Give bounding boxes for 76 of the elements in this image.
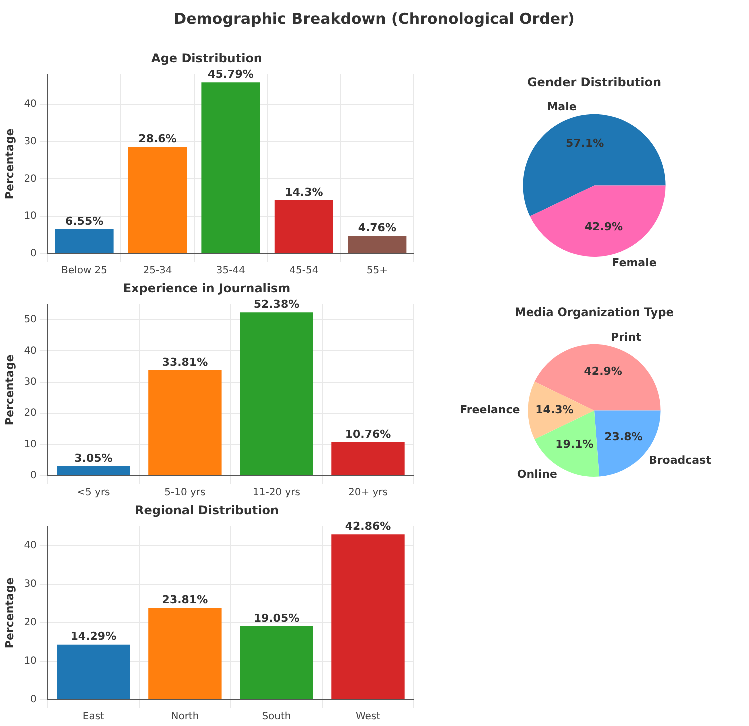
y-axis-title: Percentage: [3, 354, 16, 426]
bar: [148, 370, 222, 476]
data-label: 42.9%: [584, 220, 624, 234]
y-tick-label: 40: [24, 346, 37, 357]
x-tick-label: 20+ yrs: [348, 488, 388, 499]
y-tick-label: 30: [24, 136, 37, 148]
data-label: 10.76%: [345, 428, 392, 441]
x-tick-label: 35-44: [216, 266, 246, 277]
y-tick-label: 30: [24, 578, 37, 590]
bar: [55, 229, 114, 254]
x-tick-label: <5 yrs: [77, 488, 110, 499]
chart-title: Experience in Journalism: [123, 281, 291, 296]
data-label: 14.3%: [536, 404, 574, 417]
slice-label: Print: [611, 331, 642, 344]
x-tick-label: East: [82, 712, 105, 723]
y-tick-label: 0: [30, 694, 37, 706]
y-axis-title: Percentage: [3, 578, 16, 649]
bar: [128, 146, 188, 254]
data-label: 14.3%: [285, 186, 324, 199]
y-tick-label: 40: [24, 98, 37, 110]
bar: [148, 608, 222, 700]
y-tick-label: 20: [24, 408, 37, 420]
bar: [332, 442, 405, 476]
y-tick-label: 0: [30, 248, 37, 260]
data-label: 42.86%: [345, 520, 392, 534]
data-label: 45.79%: [208, 68, 254, 82]
data-label: 52.38%: [254, 298, 300, 311]
x-tick-label: 45-54: [290, 266, 319, 277]
bar: [57, 466, 130, 476]
chart-title: Regional Distribution: [134, 503, 280, 518]
bar: [240, 312, 314, 476]
data-label: 3.05%: [74, 452, 113, 465]
data-label: 19.1%: [556, 438, 594, 452]
bar: [240, 626, 314, 700]
bar: [57, 644, 130, 700]
data-label: 28.6%: [138, 132, 177, 146]
data-label: 42.9%: [584, 364, 622, 378]
data-label: 23.81%: [162, 594, 208, 607]
y-tick-label: 40: [24, 540, 37, 552]
x-tick-label: 11-20 yrs: [252, 488, 300, 499]
x-tick-label: South: [262, 712, 292, 723]
data-label: 6.55%: [65, 214, 104, 228]
y-tick-label: 10: [24, 211, 37, 222]
data-label: 23.8%: [604, 430, 643, 444]
data-label: 19.05%: [254, 612, 300, 625]
chart-title: Age Distribution: [152, 51, 262, 66]
data-label: 57.1%: [566, 136, 604, 150]
x-tick-label: 5-10 yrs: [164, 488, 206, 499]
bar: [202, 82, 260, 254]
text: Demographic Breakdown (Chronological Order): [173, 10, 576, 28]
y-tick-label: 10: [24, 656, 37, 668]
slice-label: Freelance: [460, 404, 520, 417]
slice-label: Female: [612, 256, 657, 270]
chart-title: Gender Distribution: [527, 75, 662, 90]
bar: [332, 534, 405, 700]
y-tick-label: 0: [30, 470, 37, 482]
slice-label: Broadcast: [648, 454, 712, 468]
x-tick-label: North: [171, 712, 200, 723]
slice-label: Online: [517, 468, 558, 481]
y-tick-label: 20: [24, 174, 37, 185]
x-tick-label: 55+: [366, 266, 388, 277]
slice-label: Male: [547, 100, 577, 114]
x-tick-label: West: [356, 712, 381, 723]
bar: [274, 200, 334, 254]
chart-title: Media Organization Type: [515, 305, 674, 320]
y-tick-label: 50: [24, 314, 37, 326]
x-tick-label: 25-34: [143, 266, 172, 277]
y-tick-label: 30: [24, 376, 37, 388]
data-label: 14.29%: [70, 630, 117, 644]
y-tick-label: 20: [24, 617, 37, 628]
bar: [348, 236, 407, 254]
data-label: 33.81%: [162, 356, 208, 369]
x-tick-label: Below 25: [62, 266, 108, 277]
y-axis-title: Percentage: [3, 128, 16, 200]
y-tick-label: 10: [24, 439, 37, 450]
data-label: 4.76%: [358, 222, 396, 235]
